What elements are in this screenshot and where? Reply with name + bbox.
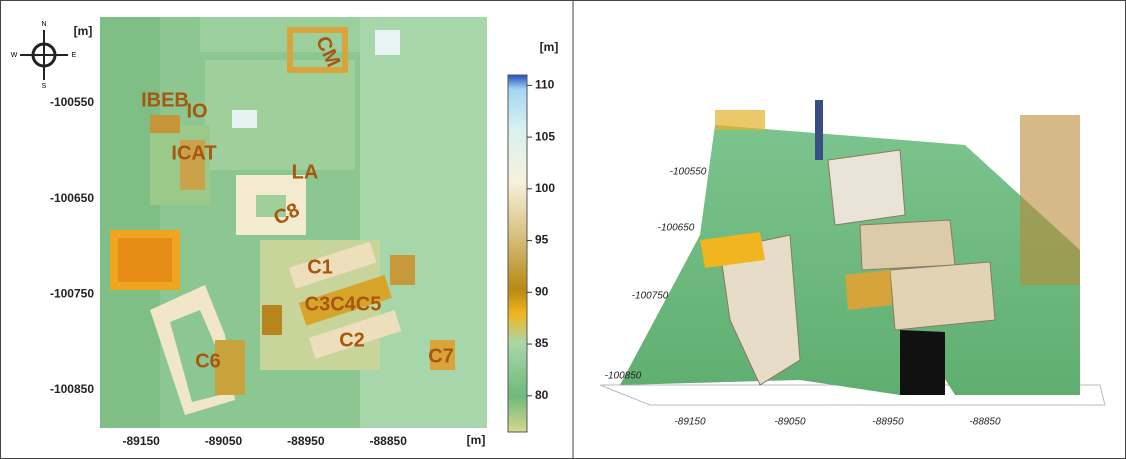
building-label: C7 [428,345,454,367]
colorbar-tick-label: 110 [535,78,555,92]
3d-x-label: -89150 [674,417,706,428]
3d-y-label: -100850 [605,371,642,382]
colorbar-tick-label: 90 [535,284,549,298]
3d-view [600,100,1105,405]
building-label: C3C4C5 [305,293,382,315]
building-label: C1 [307,256,333,278]
3d-x-label: -89050 [774,417,806,428]
3d-y-label: -100750 [632,291,669,302]
3d-x-label: -88850 [969,417,1001,428]
building-label: ICAT [171,142,216,164]
compass-e: E [72,52,77,59]
y-tick-label: -100650 [50,191,94,205]
building-label: C6 [195,350,221,372]
colorbar-title: [m] [540,40,559,54]
x-tick-label: -89050 [205,434,243,448]
x-tick-label: -89150 [122,434,160,448]
y-tick-label: -100750 [50,286,94,300]
building-label: LA [292,161,319,183]
x-unit: [m] [467,433,486,447]
compass: N E S W [11,21,77,90]
3d-y-label: -100650 [658,223,695,234]
compass-n: N [41,21,46,28]
compass-s: S [42,83,47,90]
colorbar-tick-label: 85 [535,336,549,350]
3d-x-label: -88950 [872,417,904,428]
colorbar-tick-label: 80 [535,388,549,402]
building-label: IBEB [141,89,189,111]
page: {"left_panel": { "compass": {"n": "N", "… [0,0,1126,459]
colorbar [508,75,527,432]
building-label: C2 [339,329,365,351]
figure: N E S W [m] [m] [m] CM IBEB IO ICAT LA C… [0,0,1126,459]
compass-w: W [11,52,18,59]
y-unit: [m] [74,24,93,38]
building-label: IO [186,100,207,122]
y-tick-label: -100550 [50,95,94,109]
colorbar-tick-label: 100 [535,181,555,195]
colorbar-tick-label: 105 [535,129,555,143]
3d-y-label: -100550 [670,167,707,178]
colorbar-tick-label: 95 [535,233,549,247]
x-tick-label: -88850 [370,434,408,448]
x-tick-label: -88950 [287,434,325,448]
y-tick-label: -100850 [50,382,94,396]
body: N E S W [m] [m] [m] CM IBEB IO ICAT LA C… [0,0,1126,459]
